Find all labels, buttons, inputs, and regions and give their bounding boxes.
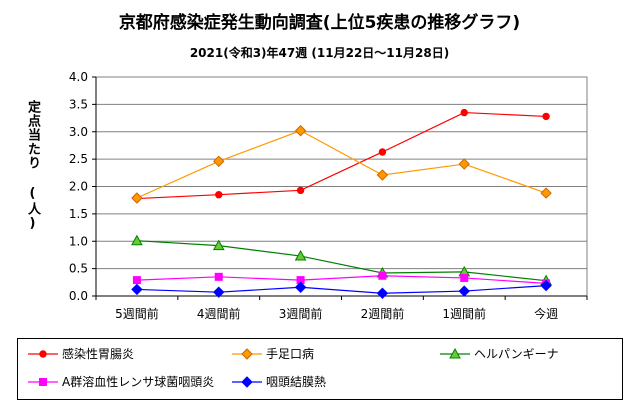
series-line	[136, 284, 547, 294]
data-point	[214, 272, 223, 281]
series-line	[136, 129, 547, 199]
data-point	[540, 279, 552, 292]
data-point	[376, 169, 389, 181]
data-point	[460, 273, 469, 282]
data-point	[131, 234, 143, 246]
legend-swatch	[28, 377, 58, 386]
legend-label: ヘルパンギーナ	[474, 347, 559, 361]
legend-item: 感染性胃腸炎	[26, 345, 134, 362]
legend-item: ヘルパンギーナ	[438, 345, 559, 362]
data-point	[458, 285, 470, 297]
series-line	[136, 275, 547, 285]
legend-marker	[241, 375, 253, 388]
data-point	[294, 250, 307, 261]
legend-label: 咽頭結膜熱	[266, 375, 327, 389]
legend-label: 手足口病	[266, 347, 315, 361]
chart-title: 京都府感染症発生動向調査(上位5疾患の推移グラフ)	[118, 13, 521, 33]
data-point	[378, 271, 387, 280]
y-tick-label: 2.0	[69, 180, 88, 194]
data-point	[460, 108, 468, 117]
y-tick-label: 4.0	[69, 70, 88, 84]
series-line	[136, 240, 547, 282]
legend-item: A群溶血性レンサ球菌咽頭炎	[26, 373, 214, 390]
data-point	[540, 187, 552, 199]
x-tick-label: 5週間前	[115, 306, 159, 321]
legend-marker	[39, 349, 47, 358]
legend-marker	[241, 347, 253, 360]
x-tick-label: 2週間前	[361, 306, 405, 321]
legend-label: 感染性胃腸炎	[62, 347, 135, 361]
data-point	[212, 239, 225, 251]
legend-swatch	[440, 347, 470, 358]
y-tick-label: 1.5	[69, 207, 88, 221]
x-tick-label: 1週間前	[442, 306, 486, 321]
legend-swatch	[232, 375, 262, 388]
y-tick-label: 1.0	[69, 234, 88, 248]
series-line	[136, 111, 547, 200]
series-2	[131, 124, 552, 204]
legend-item: 手足口病	[230, 345, 314, 362]
y-axis-label: 定点当たり (人)	[25, 100, 40, 232]
series-1	[133, 108, 550, 203]
data-point	[131, 283, 143, 296]
data-point	[458, 158, 470, 170]
legend-marker	[449, 347, 461, 358]
x-tick-label: 3週間前	[279, 306, 323, 321]
data-point	[213, 155, 225, 168]
data-point	[542, 112, 550, 121]
x-tick-label: 今週	[534, 306, 558, 321]
series-5	[131, 279, 552, 299]
data-point	[376, 287, 389, 299]
y-tick-label: 0.5	[69, 262, 88, 276]
y-tick-label: 3.0	[69, 125, 88, 139]
x-tick-label: 4週間前	[197, 306, 241, 321]
legend-item: 咽頭結膜熱	[230, 373, 326, 390]
data-point	[132, 276, 141, 285]
data-point	[294, 281, 307, 293]
data-point	[131, 192, 143, 204]
y-tick-label: 2.5	[69, 152, 88, 166]
chart-subtitle: 2021(令和3)年47週 (11月22日～11月28日)	[189, 46, 450, 60]
line-chart: 0.0 0.5 1.0 1.5 2.0 2.5 3.0 3.5 4.0 5週間前 4週間前 3週間前 2…	[69, 70, 588, 321]
data-point	[378, 148, 387, 156]
y-tick-label: 0.0	[69, 289, 88, 303]
data-point	[213, 286, 225, 298]
y-tick-label: 3.5	[69, 97, 88, 111]
data-point	[215, 191, 223, 199]
legend: 感染性胃腸炎 手足口病 ヘルパンギーナ A群溶血性レンサ球菌咽頭炎 咽頭結膜熱	[17, 338, 623, 400]
data-point	[294, 124, 307, 137]
data-point	[296, 186, 305, 195]
legend-marker	[39, 377, 47, 386]
legend-swatch	[232, 347, 262, 360]
legend-swatch	[28, 349, 58, 358]
legend-label: A群溶血性レンサ球菌咽頭炎	[62, 375, 215, 389]
